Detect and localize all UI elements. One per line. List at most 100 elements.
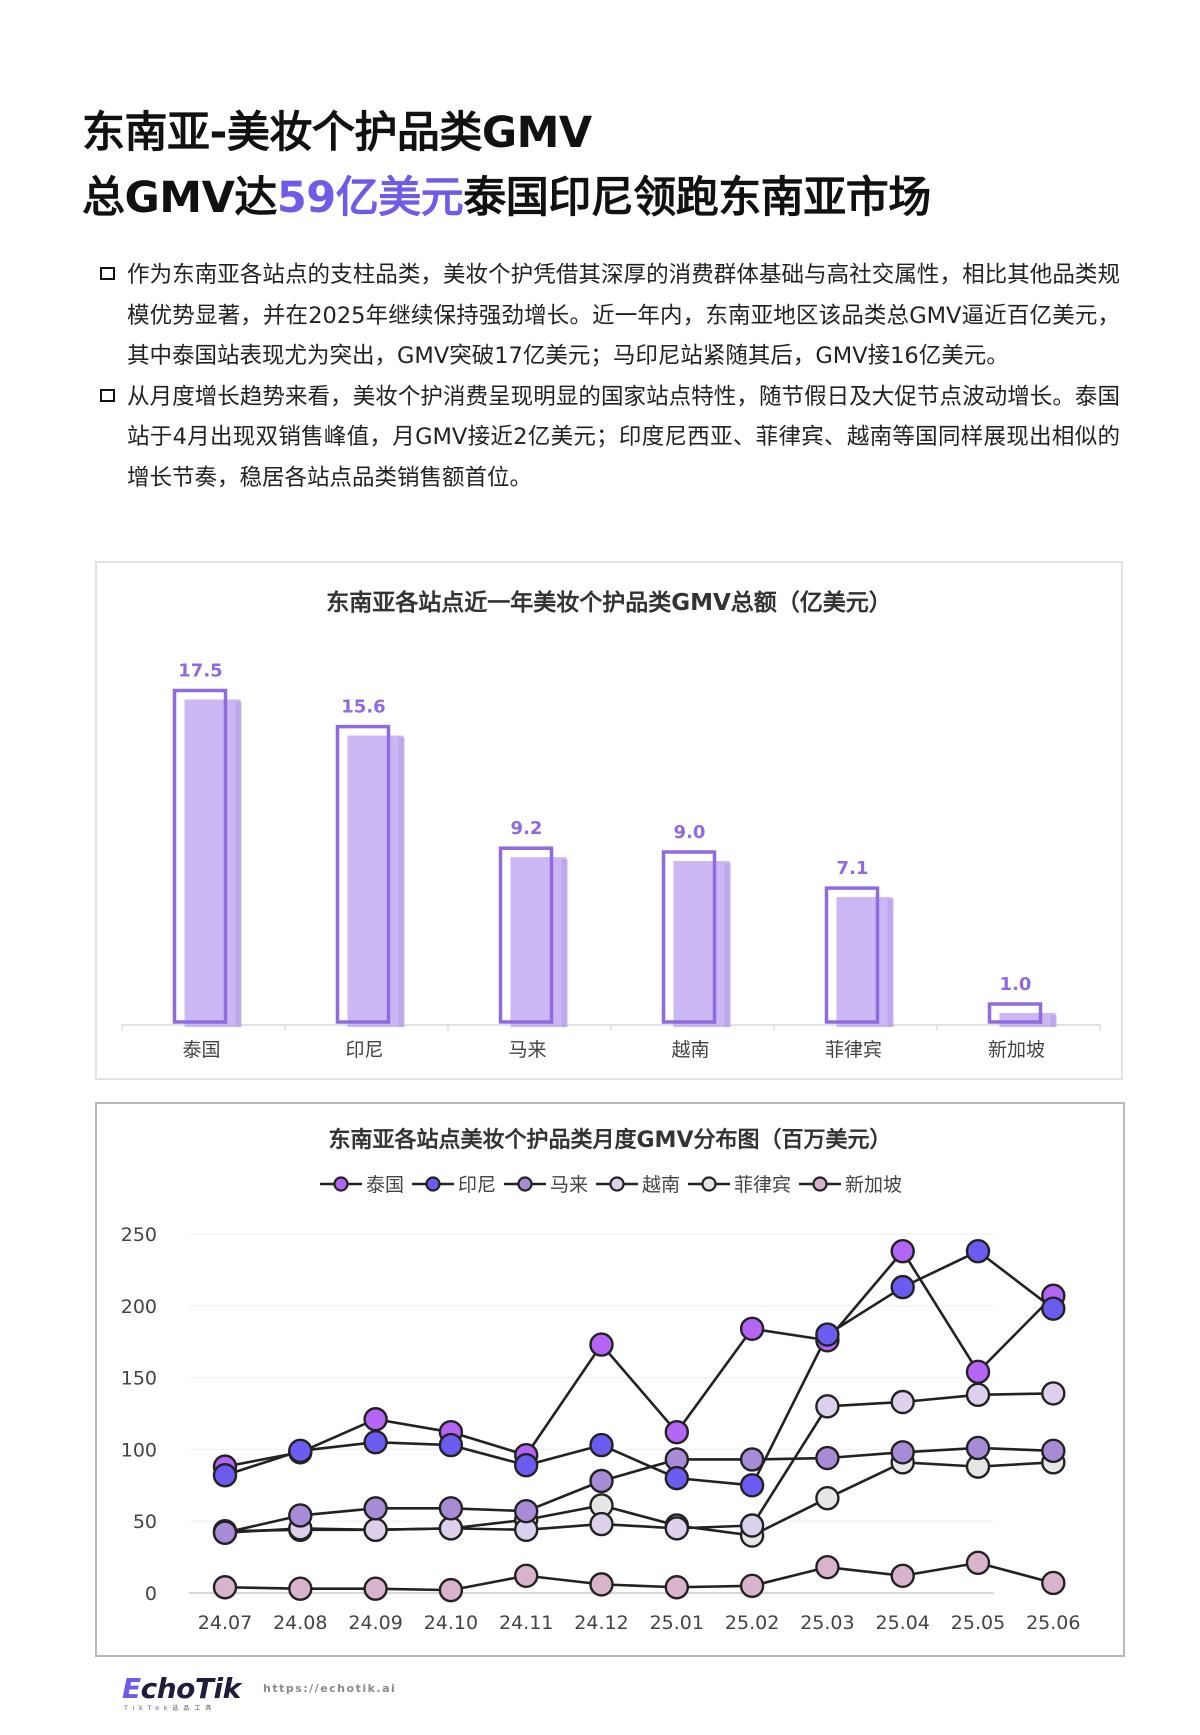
- footer-url-link[interactable]: https://echotik.ai: [263, 1682, 397, 1695]
- bar-1: 15.6: [335, 697, 405, 1027]
- line-chart-legend: 泰国 印尼 马来 越南 菲律宾 新加坡: [97, 1170, 1123, 1197]
- data-point[interactable]: [438, 1516, 464, 1541]
- data-point[interactable]: [589, 1468, 614, 1494]
- data-point[interactable]: [288, 1503, 313, 1528]
- x-axis-tick-label: 24.11: [499, 1612, 553, 1634]
- data-point[interactable]: [363, 1407, 388, 1432]
- data-point[interactable]: [438, 1496, 464, 1521]
- line-chart: 0 50 100 150 200 250 24.07 24.08 24.09 24.10 24.11…: [121, 1224, 1081, 1634]
- data-point[interactable]: [739, 1447, 765, 1472]
- legend-item[interactable]: 马来: [502, 1170, 588, 1197]
- data-point[interactable]: [1041, 1381, 1066, 1406]
- data-point[interactable]: [965, 1550, 991, 1576]
- data-point[interactable]: [965, 1239, 991, 1264]
- data-point[interactable]: [514, 1563, 539, 1588]
- bar-chart-title: 东南亚各站点近一年美妆个护品类GMV总额（亿美元）: [326, 590, 892, 616]
- data-point[interactable]: [589, 1332, 614, 1357]
- data-point[interactable]: [363, 1430, 388, 1455]
- data-point[interactable]: [363, 1496, 388, 1521]
- line-chart-title: 东南亚各站点美妆个护品类月度GMV分布图（百万美元）: [328, 1128, 892, 1153]
- page-title-line-1: 东南亚-美妆个护品类GMV: [82, 108, 592, 158]
- data-point[interactable]: [589, 1511, 614, 1537]
- line-chart-card: 东南亚各站点美妆个护品类月度GMV分布图（百万美元） 泰国 印尼 马来 越南 菲律宾 新加…: [95, 1102, 1125, 1657]
- data-point[interactable]: [890, 1440, 915, 1465]
- bar-3: 9.0: [661, 822, 731, 1027]
- x-axis-tick-label: 25.06: [1026, 1612, 1080, 1634]
- data-point[interactable]: [664, 1465, 689, 1491]
- data-point[interactable]: [815, 1394, 840, 1419]
- y-axis-tick-label: 200: [121, 1296, 157, 1318]
- data-point[interactable]: [212, 1575, 238, 1600]
- x-axis-tick-label: 24.08: [273, 1612, 327, 1634]
- x-axis-tick-label: 25.01: [650, 1612, 704, 1634]
- data-point[interactable]: [514, 1452, 539, 1478]
- data-point[interactable]: [589, 1432, 614, 1458]
- legend-line-marker-icon: [411, 1175, 454, 1192]
- series-markers-0: [212, 1239, 1066, 1479]
- x-axis-tick-label: 24.12: [574, 1612, 628, 1634]
- data-point[interactable]: [1041, 1570, 1066, 1596]
- data-point[interactable]: [288, 1576, 313, 1601]
- legend-label: 泰国: [365, 1174, 404, 1196]
- data-point[interactable]: [815, 1554, 840, 1580]
- data-point[interactable]: [815, 1322, 840, 1347]
- series-markers-2: [212, 1435, 1066, 1545]
- legend-label: 越南: [642, 1174, 681, 1196]
- data-point[interactable]: [890, 1389, 915, 1415]
- data-point[interactable]: [815, 1486, 840, 1511]
- data-point[interactable]: [739, 1513, 765, 1538]
- data-point[interactable]: [664, 1419, 689, 1445]
- x-axis-label: 马来: [508, 1039, 546, 1061]
- data-point[interactable]: [438, 1432, 464, 1458]
- data-point[interactable]: [890, 1563, 915, 1588]
- data-point[interactable]: [890, 1274, 915, 1300]
- bar-chart-card: 东南亚各站点近一年美妆个护品类GMV总额（亿美元） 17.5 泰国 15.6 印尼 9.…: [95, 561, 1123, 1080]
- data-point[interactable]: [739, 1473, 765, 1498]
- data-point[interactable]: [739, 1316, 765, 1341]
- x-axis-label: 新加坡: [988, 1039, 1045, 1061]
- series-2: [224, 1446, 1054, 1534]
- summary-bullets: 作为东南亚各站点的支柱品类，美妆个护凭借其深厚的消费群体基础与高社交属性，相比其…: [100, 255, 1120, 498]
- data-point[interactable]: [438, 1577, 464, 1603]
- legend-item[interactable]: 越南: [594, 1170, 680, 1197]
- y-axis-tick-label: 150: [121, 1368, 157, 1390]
- echotik-logo: EchoTik: [122, 1672, 241, 1705]
- legend-item[interactable]: 印尼: [410, 1170, 496, 1197]
- data-point[interactable]: [363, 1517, 388, 1543]
- data-point[interactable]: [1041, 1438, 1066, 1464]
- legend-label: 菲律宾: [734, 1174, 792, 1196]
- data-point[interactable]: [664, 1516, 689, 1541]
- legend-line-marker-icon: [799, 1175, 842, 1192]
- data-point[interactable]: [890, 1239, 915, 1264]
- legend-item[interactable]: 新加坡: [797, 1170, 902, 1197]
- data-point[interactable]: [1041, 1296, 1066, 1321]
- series-markers-1: [212, 1239, 1066, 1498]
- bullet-text: 作为东南亚各站点的支柱品类，美妆个护凭借其深厚的消费群体基础与高社交属性，相比其…: [127, 262, 1120, 369]
- data-point[interactable]: [965, 1435, 991, 1461]
- data-point[interactable]: [288, 1438, 313, 1464]
- data-point[interactable]: [965, 1382, 991, 1408]
- legend-item[interactable]: 菲律宾: [686, 1170, 791, 1197]
- x-axis-tick-label: 24.10: [424, 1612, 478, 1634]
- data-point[interactable]: [363, 1576, 388, 1601]
- data-point[interactable]: [739, 1573, 765, 1599]
- legend-label: 新加坡: [845, 1174, 903, 1196]
- x-axis-label: 印尼: [345, 1039, 383, 1061]
- data-point[interactable]: [965, 1359, 991, 1385]
- square-bullet-icon: [100, 388, 115, 402]
- data-point[interactable]: [664, 1575, 689, 1600]
- bar-value-label: 1.0: [1000, 974, 1032, 995]
- data-point[interactable]: [589, 1572, 614, 1597]
- data-point[interactable]: [212, 1463, 238, 1488]
- series-markers-4: [212, 1450, 1066, 1548]
- y-axis-tick-label: 0: [145, 1583, 157, 1605]
- series-3: [224, 1392, 1054, 1534]
- data-point[interactable]: [514, 1498, 539, 1524]
- bar-value-label: 9.2: [511, 818, 543, 839]
- bar-value-label: 17.5: [178, 661, 222, 682]
- x-axis-label: 菲律宾: [825, 1039, 882, 1061]
- legend-item[interactable]: 泰国: [318, 1170, 404, 1197]
- title-accent-total: 59亿美元: [276, 173, 464, 223]
- data-point[interactable]: [815, 1445, 840, 1471]
- data-point[interactable]: [212, 1520, 238, 1545]
